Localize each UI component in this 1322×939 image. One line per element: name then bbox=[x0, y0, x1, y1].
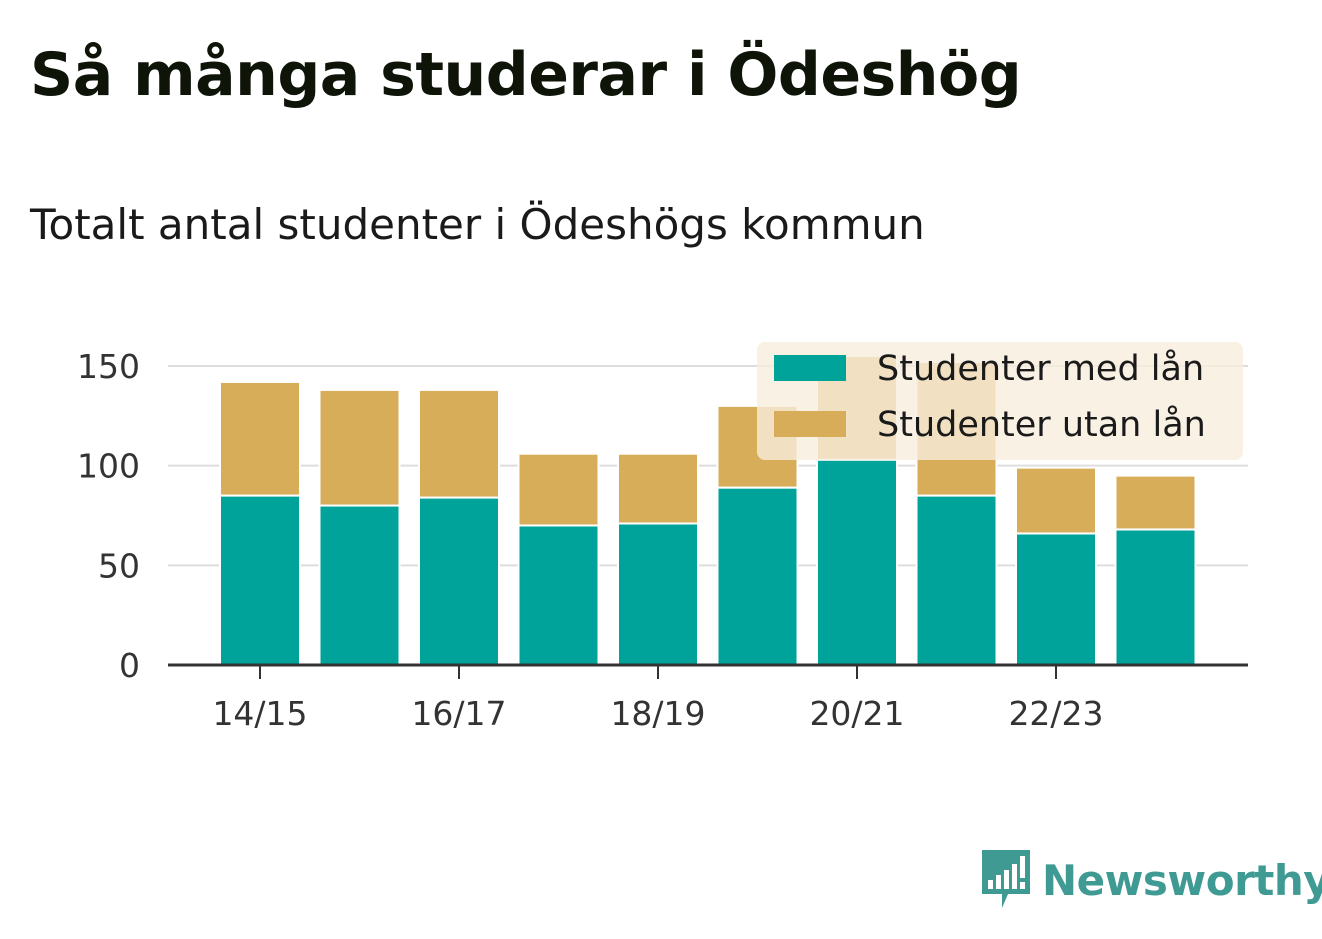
bar-utan-lan bbox=[617, 452, 699, 525]
y-tick-label: 100 bbox=[77, 447, 140, 486]
bar-med-lan bbox=[915, 494, 998, 667]
x-tick-label: 16/17 bbox=[411, 694, 506, 733]
newsworthy-logo: Newsworthy bbox=[982, 850, 1322, 910]
y-tick-label: 150 bbox=[77, 347, 140, 386]
chart-subtitle: Totalt antal studenter i Ödeshögs kommun bbox=[30, 200, 925, 249]
bar-med-lan bbox=[517, 524, 600, 667]
bar-med-lan bbox=[418, 496, 500, 666]
legend-label: Studenter utan lån bbox=[877, 404, 1206, 445]
bar-utan-lan bbox=[318, 388, 401, 507]
newsworthy-logo-text: Newsworthy bbox=[1042, 855, 1322, 905]
bar-med-lan bbox=[1114, 528, 1197, 666]
legend-swatch bbox=[774, 411, 846, 437]
x-tick-label: 20/21 bbox=[809, 694, 904, 733]
y-tick-label: 0 bbox=[119, 646, 140, 685]
y-tick-label: 50 bbox=[98, 546, 140, 585]
x-tick-label: 18/19 bbox=[610, 694, 705, 733]
legend-box bbox=[757, 342, 1243, 460]
bar-med-lan bbox=[617, 522, 699, 666]
bar-utan-lan bbox=[418, 388, 500, 499]
bar-med-lan bbox=[816, 458, 898, 667]
x-tick-label: 22/23 bbox=[1008, 694, 1103, 733]
newsworthy-logo-icon bbox=[982, 850, 1030, 908]
legend-label: Studenter med lån bbox=[877, 348, 1204, 389]
bar-med-lan bbox=[318, 504, 401, 666]
bar-utan-lan bbox=[1015, 466, 1097, 535]
bar-med-lan bbox=[219, 494, 301, 667]
x-tick-label: 14/15 bbox=[212, 694, 307, 733]
bar-utan-lan bbox=[1114, 474, 1197, 531]
chart-title: Så många studerar i Ödeshög bbox=[30, 40, 1022, 110]
bar-utan-lan bbox=[517, 452, 600, 527]
bar-utan-lan bbox=[219, 380, 301, 497]
bar-med-lan bbox=[1015, 532, 1097, 666]
bar-med-lan bbox=[716, 486, 799, 666]
legend-swatch bbox=[774, 355, 846, 381]
